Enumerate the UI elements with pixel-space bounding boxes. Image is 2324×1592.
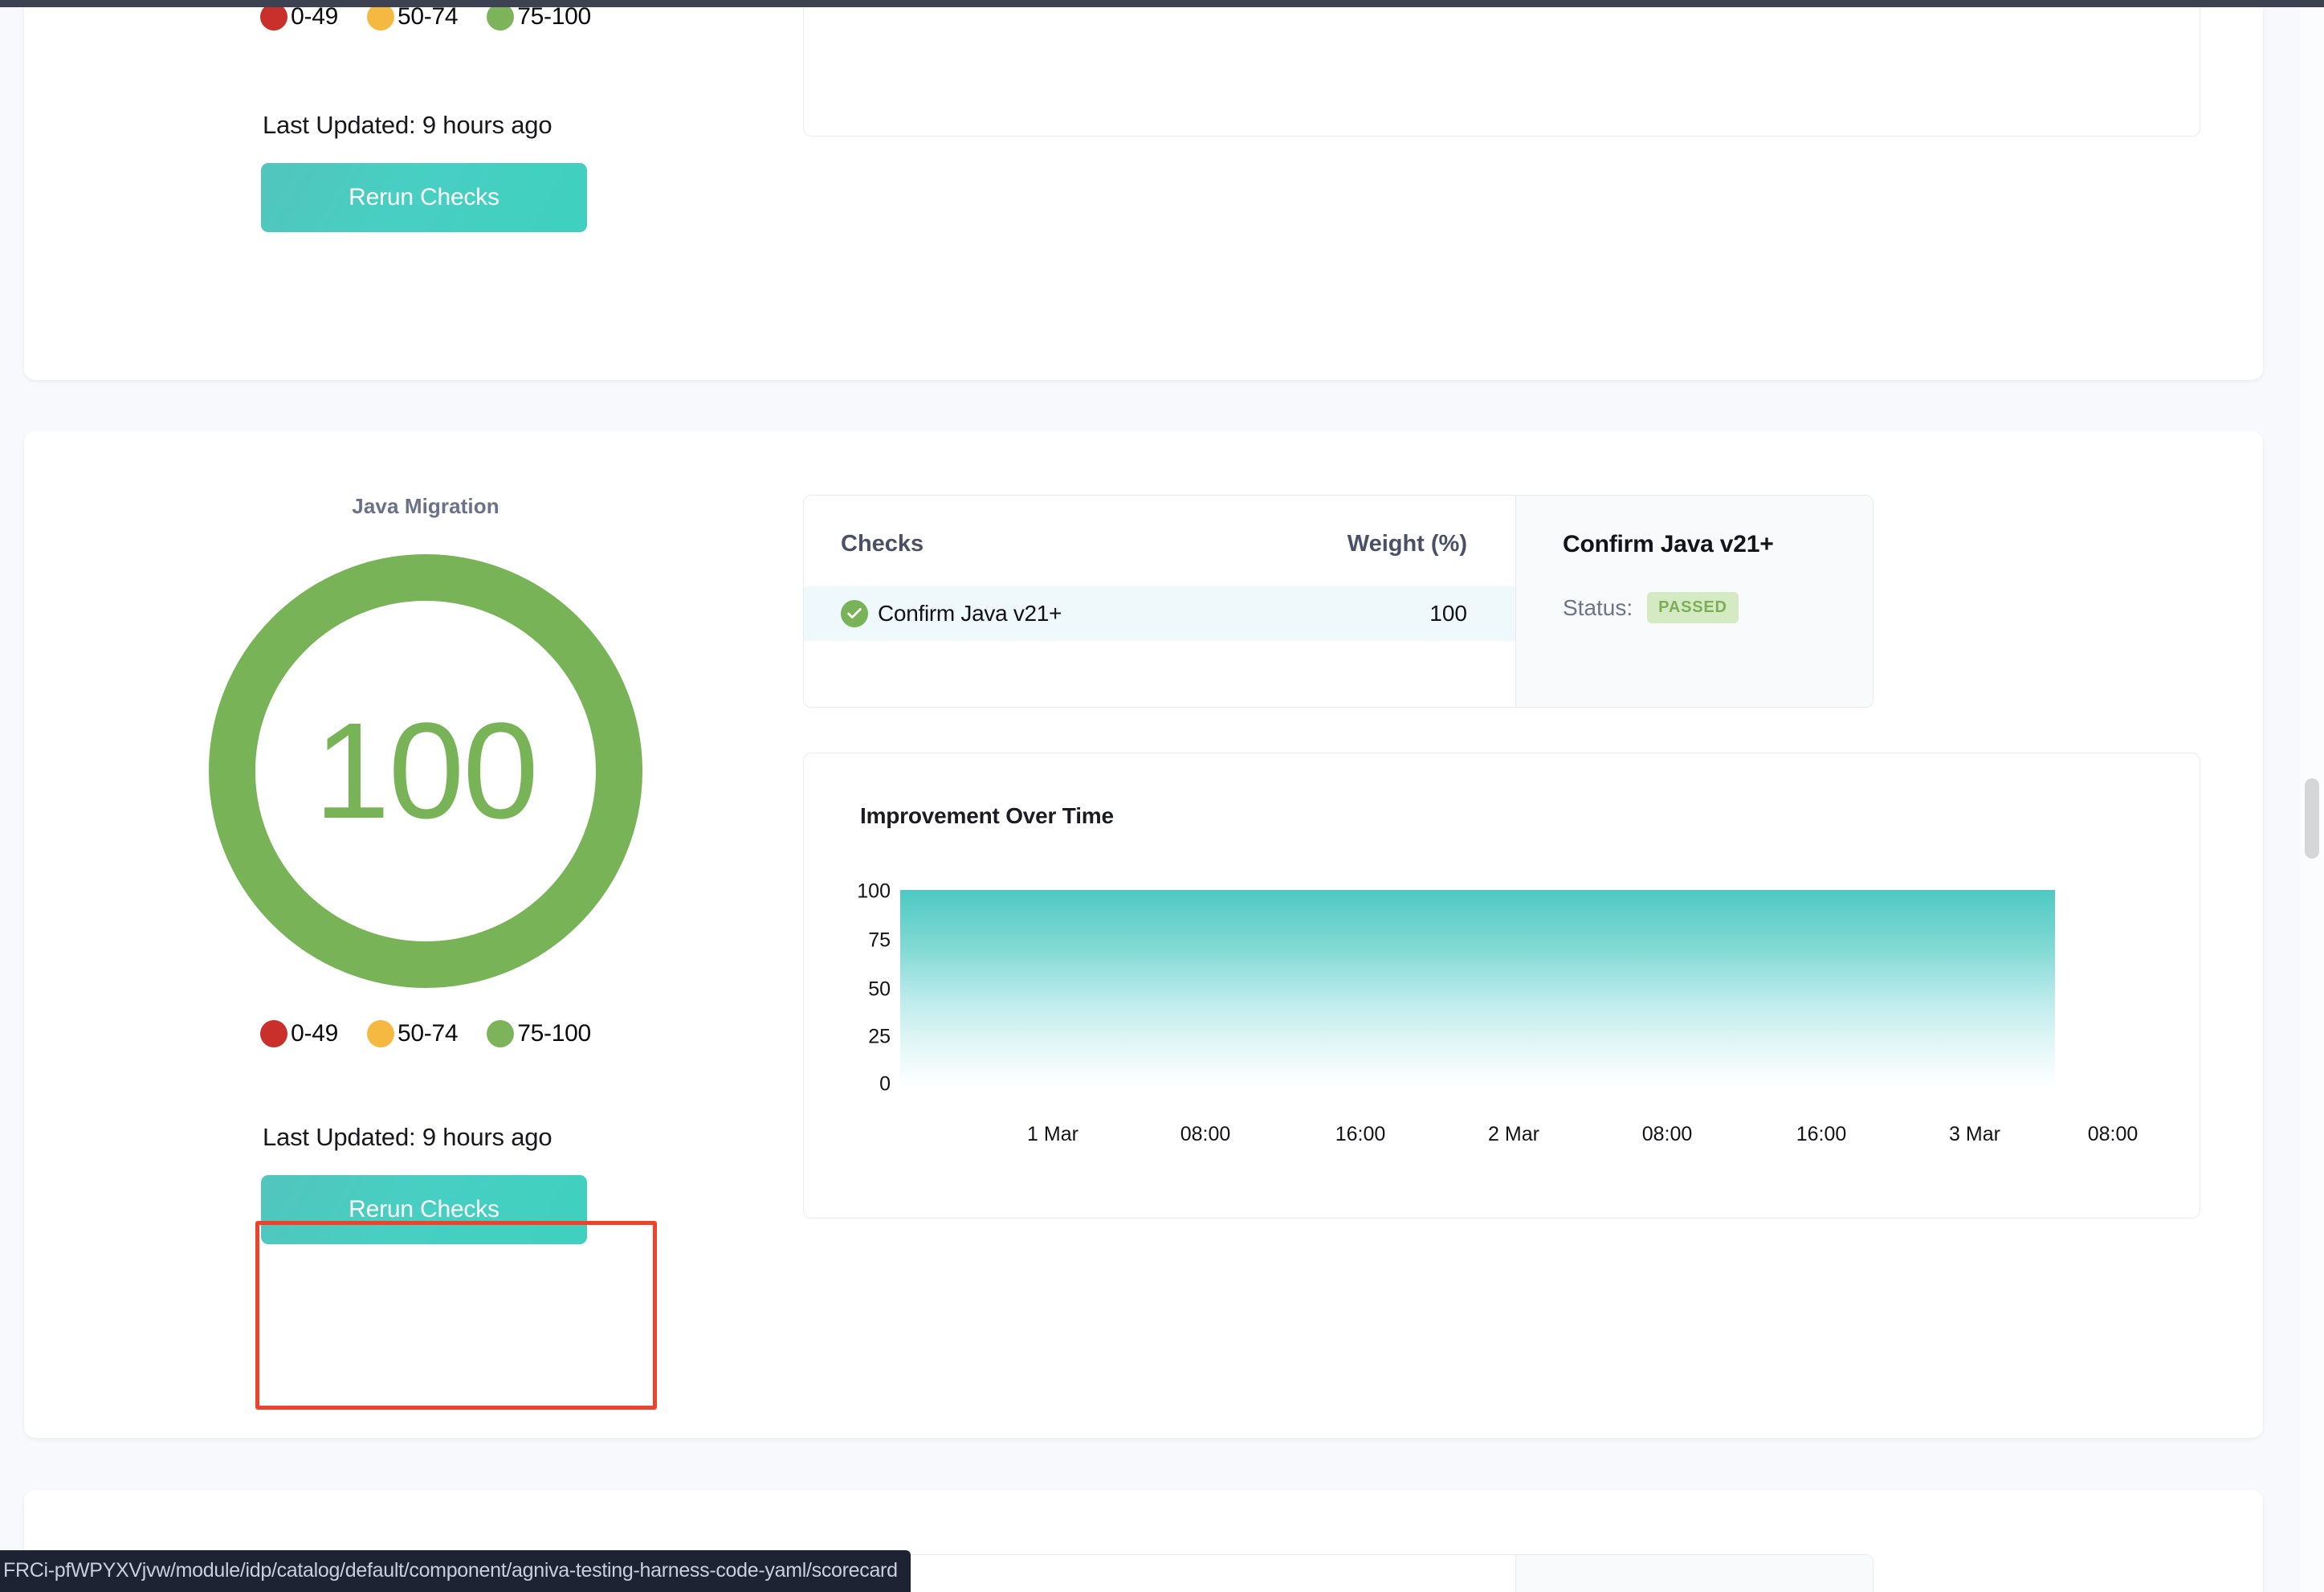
legend-item: 75-100	[487, 1020, 591, 1047]
last-updated-text: Last Updated: 9 hours ago	[263, 1123, 552, 1151]
legend-label: 0-49	[291, 1020, 338, 1047]
rerun-checks-button[interactable]: Rerun Checks	[261, 1175, 587, 1244]
x-axis-tick: 08:00	[1641, 1123, 1693, 1145]
score-legend-java: 0-49 50-74 75-100	[260, 1020, 591, 1047]
legend-label: 75-100	[517, 3, 591, 30]
score-column-java: Java Migration 100 0-49 50-74 75-100	[24, 494, 827, 1244]
x-axis-tick: 08:00	[1180, 1123, 1231, 1145]
legend-label: 75-100	[517, 1020, 591, 1047]
improvement-chart-panel: Improvement Over Time 100 75 50 25 0 1 M…	[803, 753, 2200, 1218]
y-axis-tick: 0	[879, 1072, 891, 1096]
table-row[interactable]: Confirm Java v21+ 100	[804, 586, 1515, 641]
score-legend-top: 0-49 50-74 75-100	[260, 3, 591, 31]
score-column-top: 0-49 50-74 75-100 Last Updated: 9 hours …	[24, 0, 827, 232]
check-detail-title: Confirm Java v21+	[1563, 531, 1774, 557]
checks-table: Checks Weight (%) Confirm Java v21+ 100	[804, 496, 1515, 707]
check-circle-icon	[841, 600, 868, 627]
page-scrollbar-track[interactable]	[2300, 7, 2324, 1592]
legend-dot-amber	[367, 3, 394, 31]
column-header-weight: Weight (%)	[1347, 531, 1467, 557]
legend-label: 50-74	[398, 1020, 459, 1047]
status-label: Status:	[1563, 594, 1633, 620]
check-detail-panel: Confirm Java v21+ Status: PASSED	[1515, 496, 1873, 707]
checks-panel: Checks Weight (%) Confirm Java v21+ 100 …	[803, 495, 1873, 708]
x-axis-tick: 2 Mar	[1488, 1123, 1539, 1145]
x-axis-tick: 16:00	[1335, 1123, 1386, 1145]
highlight-annotation-box	[255, 1221, 657, 1410]
y-axis-tick: 25	[868, 1025, 891, 1048]
legend-item: 75-100	[487, 3, 591, 31]
gauge-score-value: 100	[314, 695, 539, 847]
x-axis-tick: 08:00	[2087, 1123, 2138, 1145]
legend-dot-red	[260, 3, 288, 31]
check-detail-status-row: Status: PASSED	[1563, 592, 1873, 623]
chart-title: Improvement Over Time	[860, 803, 1114, 828]
scorecard-card-top: 0 16 Dec 30 Dec 13 Jan 27 Jan 10 Feb 24 …	[24, 0, 2263, 380]
last-updated-block-java: Last Updated: 9 hours ago Rerun Checks	[261, 1123, 590, 1244]
legend-dot-green	[487, 1020, 515, 1047]
legend-dot-green	[487, 3, 515, 31]
scorecard-title: Java Migration	[352, 494, 499, 518]
score-gauge: 100	[209, 554, 642, 988]
legend-item: 0-49	[260, 1020, 338, 1047]
checks-panel-bottom	[803, 1554, 1873, 1592]
last-updated-text: Last Updated: 9 hours ago	[263, 111, 552, 139]
check-detail-panel-bottom	[1515, 1555, 1873, 1592]
legend-item: 0-49	[260, 3, 338, 31]
legend-dot-red	[260, 1020, 288, 1047]
checks-table-bottom	[804, 1555, 1515, 1592]
improvement-chart-panel-top: 0 16 Dec 30 Dec 13 Jan 27 Jan 10 Feb 24 …	[803, 0, 2200, 137]
legend-label: 50-74	[398, 3, 459, 30]
legend-item: 50-74	[367, 1020, 459, 1047]
last-updated-block-top: Last Updated: 9 hours ago Rerun Checks	[261, 111, 590, 232]
column-header-checks: Checks	[841, 531, 924, 557]
chart-plot-area	[900, 890, 2055, 1085]
checks-table-header: Checks Weight (%)	[804, 496, 1515, 557]
legend-label: 0-49	[291, 3, 338, 30]
x-axis-tick: 3 Mar	[1949, 1123, 2000, 1145]
check-weight: 100	[1429, 601, 1467, 626]
scorecard-card-java-migration: Java Migration 100 0-49 50-74 75-100	[24, 431, 2263, 1438]
area-series	[900, 890, 2055, 1085]
y-axis-tick: 75	[868, 929, 891, 952]
browser-chrome-strip	[0, 0, 2324, 7]
page-scrollbar-thumb[interactable]	[2305, 778, 2319, 859]
browser-status-url: FRCi-pfWPYXVjvw/module/idp/catalog/defau…	[0, 1550, 911, 1592]
status-badge: PASSED	[1647, 592, 1739, 623]
rerun-checks-button[interactable]: Rerun Checks	[261, 163, 587, 232]
x-axis-tick: 16:00	[1796, 1123, 1847, 1145]
y-axis-tick: 100	[857, 880, 891, 903]
x-axis-tick: 1 Mar	[1027, 1123, 1078, 1145]
check-name: Confirm Java v21+	[878, 601, 1062, 626]
legend-dot-amber	[367, 1020, 394, 1047]
legend-item: 50-74	[367, 3, 459, 31]
y-axis-tick: 50	[868, 978, 891, 1001]
